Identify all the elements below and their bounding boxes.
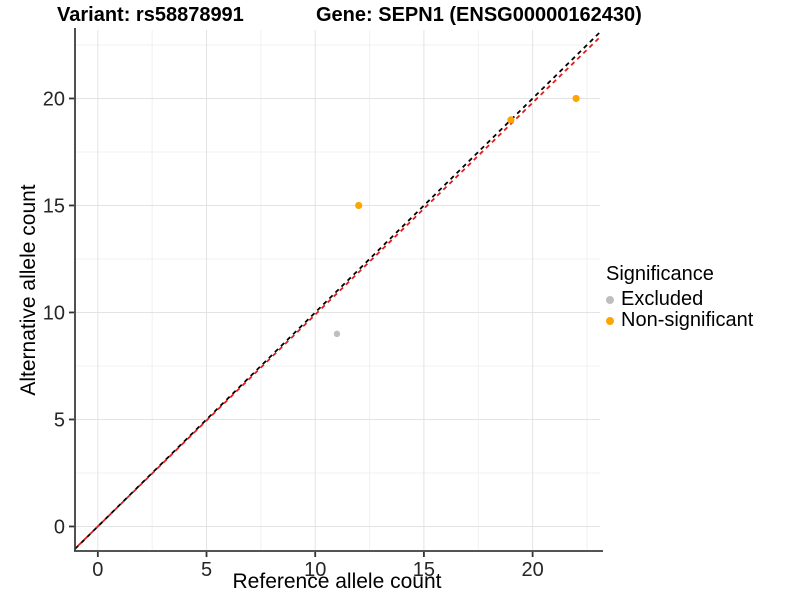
data-point-non-significant bbox=[355, 201, 363, 210]
x-tick-label: 5 bbox=[201, 559, 212, 581]
x-tick-label: 0 bbox=[92, 559, 103, 581]
legend-entry: Excluded bbox=[606, 289, 753, 310]
data-point-non-significant bbox=[572, 94, 580, 103]
y-axis-label: Alternative allele count bbox=[17, 184, 40, 396]
y-tick-label: 20 bbox=[43, 88, 65, 110]
legend-label: Excluded bbox=[621, 288, 704, 310]
axis-lines bbox=[74, 28, 603, 552]
legend-label: Non-significant bbox=[621, 309, 754, 331]
x-axis-label: Reference allele count bbox=[232, 570, 442, 593]
x-tick-label: 20 bbox=[521, 559, 543, 581]
legend-title: Significance bbox=[606, 263, 714, 285]
variant-title: Variant: rs58878991 bbox=[57, 4, 244, 26]
tick-marks bbox=[69, 97, 534, 557]
y-tick-label: 0 bbox=[54, 516, 65, 538]
legend-entry: Non-significant bbox=[606, 310, 753, 331]
grid-minor bbox=[75, 30, 600, 550]
legend-swatch-icon bbox=[606, 316, 614, 325]
legend-swatch-icon bbox=[606, 295, 614, 304]
y-tick-label: 10 bbox=[43, 302, 65, 324]
legend-entries: Excluded Non-significant bbox=[606, 289, 753, 331]
x-tick-label: 10 bbox=[304, 559, 326, 581]
grid-major bbox=[75, 30, 600, 550]
legend: Significance Excluded Non-significant bbox=[606, 262, 753, 331]
x-tick-labels: 0 5 10 15 20 bbox=[92, 559, 543, 581]
data-point-non-significant bbox=[507, 116, 515, 124]
gene-title: Gene: SEPN1 (ENSG00000162430) bbox=[316, 4, 642, 26]
y-tick-label: 15 bbox=[43, 195, 65, 217]
data-points bbox=[333, 94, 580, 338]
data-point-excluded bbox=[333, 330, 341, 338]
y-tick-label: 5 bbox=[54, 409, 65, 431]
y-tick-labels: 0 5 10 15 20 bbox=[43, 88, 65, 538]
x-tick-label: 15 bbox=[413, 559, 435, 581]
